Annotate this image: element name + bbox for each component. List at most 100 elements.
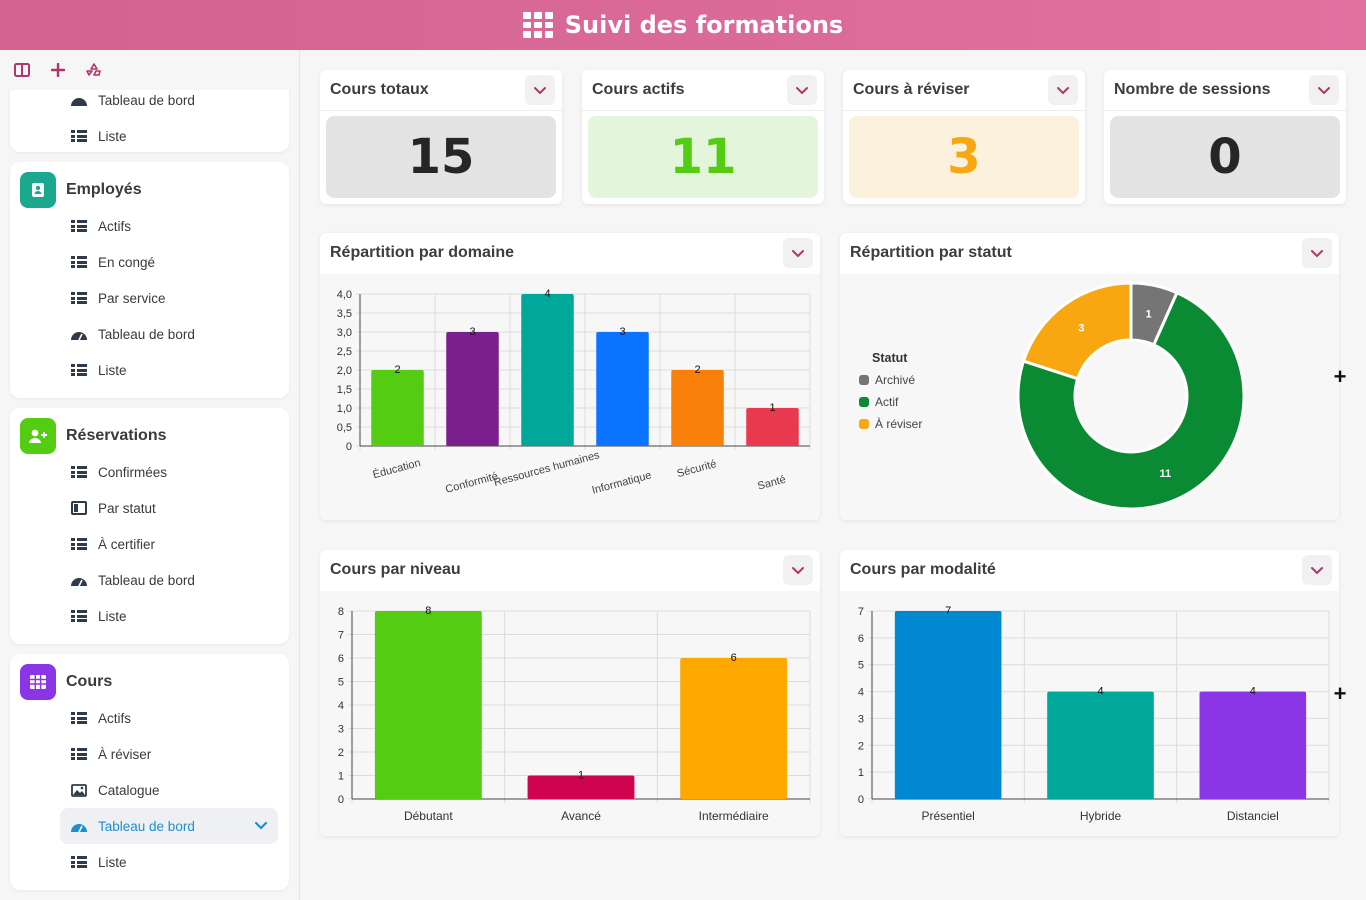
sidebar-item-liste[interactable]: Liste <box>60 844 278 880</box>
section-title: Cours <box>66 673 113 690</box>
sidebar-item-label: À certifier <box>98 536 156 552</box>
sidebar-item-actifs[interactable]: Actifs <box>60 208 278 244</box>
chevron-down-icon[interactable] <box>787 75 817 105</box>
app-grid-icon <box>522 12 553 38</box>
panel-toggle-icon[interactable] <box>12 60 32 80</box>
sidebar-item-dashboard-partial[interactable]: Tableau de bord <box>60 82 278 118</box>
sidebar-item-par-statut[interactable]: Par statut <box>60 490 278 526</box>
bar <box>374 611 482 799</box>
y-tick-label: 0 <box>858 794 864 806</box>
chart-title: Cours par niveau <box>330 561 461 578</box>
sidebar-item-a-certifier[interactable]: À certifier <box>60 526 278 562</box>
sidebar-item-liste-top[interactable]: Liste <box>60 118 278 154</box>
sidebar-item-catalogue[interactable]: Catalogue <box>60 772 278 808</box>
x-tick-label: Débutant <box>404 809 453 823</box>
sidebar-item-label: En congé <box>98 254 156 270</box>
divider <box>1104 110 1346 111</box>
x-tick-label: Hybride <box>1080 809 1122 823</box>
x-tick-label: Conformité <box>444 470 499 496</box>
bar-chart-niveau: 0 1 2 3 4 5 6 7 8 8 Débutant 1 Avancé 6 Intermédiaire <box>338 605 811 823</box>
sidebar-item-label: Liste <box>98 608 127 624</box>
stat-value: 0 <box>1110 116 1340 198</box>
chevron-down-icon[interactable] <box>1048 75 1078 105</box>
add-widget-icon[interactable]: + <box>1333 681 1347 706</box>
sidebar-item-label: Par service <box>98 290 166 306</box>
x-tick-label: Présentiel <box>921 809 974 823</box>
bar <box>446 332 499 446</box>
data-label: 4 <box>1250 686 1256 698</box>
sidebar-item-label: Tableau de bord <box>98 572 195 588</box>
legend-title: Statut <box>872 351 908 365</box>
sidebar-item-tableau-de-bord[interactable]: Tableau de bord <box>60 562 278 598</box>
sidebar-item-tableau-de-bord[interactable]: Tableau de bord <box>60 316 278 352</box>
section-header[interactable]: Réservations <box>20 418 167 454</box>
sidebar-item-actifs[interactable]: Actifs <box>60 700 278 736</box>
sidebar-section-employes: Employés Actifs En congé Par service Tab… <box>10 162 289 398</box>
add-icon[interactable] <box>48 60 68 80</box>
chevron-down-icon[interactable] <box>525 75 555 105</box>
chevron-down-icon[interactable] <box>783 555 813 585</box>
dashboard-icon <box>70 327 88 341</box>
sidebar-item-tableau-de-bord-active[interactable]: Tableau de bord <box>60 808 278 844</box>
chevron-down-icon[interactable] <box>1302 555 1332 585</box>
sidebar-item-confirmees[interactable]: Confirmées <box>60 454 278 490</box>
sidebar-item-label: Actifs <box>98 218 132 234</box>
y-tick-label: 2,5 <box>337 346 352 358</box>
legend-label: Actif <box>875 395 899 409</box>
legend-swatch <box>859 397 869 407</box>
data-label: 3 <box>619 326 625 338</box>
sidebar-item-label: Catalogue <box>98 782 160 798</box>
data-label: 4 <box>1097 686 1103 698</box>
bar <box>596 332 649 446</box>
y-tick-label: 3 <box>858 713 864 725</box>
bar <box>527 775 635 799</box>
sidebar-item-label: Tableau de bord <box>98 818 195 834</box>
bar-chart-domaine: 0 0,5 1,0 1,5 2,0 2,5 3,0 3,5 4,0 2 Éducation 3 Conf… <box>337 288 811 497</box>
sidebar-item-label: Tableau de bord <box>98 326 195 342</box>
section-header[interactable]: Employés <box>20 172 142 208</box>
sidebar-item-label: Liste <box>98 362 127 378</box>
legend-label: Archivé <box>875 373 915 387</box>
x-tick-label: Santé <box>756 474 787 493</box>
y-tick-label: 2 <box>858 740 864 752</box>
kanban-icon <box>70 501 88 515</box>
sidebar-item-en-conge[interactable]: En congé <box>60 244 278 280</box>
data-label: 4 <box>544 288 550 300</box>
x-tick-label: Avancé <box>561 809 601 823</box>
y-tick-label: 5 <box>858 660 864 672</box>
chart-body: 0 1 2 3 4 5 6 7 7 Présentiel 4 Hybride 4 Distanciel <box>840 591 1339 836</box>
sidebar-item-label: À réviser <box>98 746 152 762</box>
dashboard-icon <box>70 573 88 587</box>
chevron-down-icon[interactable] <box>1302 238 1332 268</box>
sidebar-item-label: Par statut <box>98 500 156 516</box>
card-title: Cours à réviser <box>853 81 970 98</box>
section-header[interactable]: Cours <box>20 664 112 700</box>
sidebar-item-liste[interactable]: Liste <box>60 598 278 634</box>
x-tick-label: Éducation <box>371 456 422 481</box>
sidebar-item-label: Liste <box>98 854 127 870</box>
recycle-icon[interactable] <box>84 60 104 80</box>
stat-card-nombre-sessions: Nombre de sessions 0 <box>1104 70 1346 204</box>
chart-card-niveau: Cours par niveau 0 1 2 3 4 5 6 7 8 8 Débutant 1 Avan… <box>320 550 820 836</box>
stat-value: 3 <box>849 116 1079 198</box>
list-icon <box>70 129 88 143</box>
list-icon <box>70 363 88 377</box>
y-tick-label: 2 <box>338 747 344 759</box>
x-tick-label: Informatique <box>591 469 653 496</box>
chevron-down-icon[interactable] <box>783 238 813 268</box>
data-label: 1 <box>769 402 775 414</box>
data-label: 6 <box>731 652 737 664</box>
sidebar-item-a-reviser[interactable]: À réviser <box>60 736 278 772</box>
y-tick-label: 1 <box>338 771 344 783</box>
chevron-down-icon[interactable] <box>1309 75 1339 105</box>
add-widget-icon[interactable]: + <box>1333 364 1347 389</box>
sidebar-item-liste[interactable]: Liste <box>60 352 278 388</box>
card-title: Cours totaux <box>330 81 429 98</box>
chart-body: 0 0,5 1,0 1,5 2,0 2,5 3,0 3,5 4,0 2 Éducation 3 Conf… <box>320 274 820 520</box>
chevron-down-icon[interactable] <box>254 818 268 835</box>
sidebar: Tableau de bord Liste Employés Actifs En… <box>0 50 300 900</box>
sidebar-item-par-service[interactable]: Par service <box>60 280 278 316</box>
stat-value: 15 <box>326 116 556 198</box>
y-tick-label: 6 <box>858 633 864 645</box>
data-label: 2 <box>694 364 700 376</box>
